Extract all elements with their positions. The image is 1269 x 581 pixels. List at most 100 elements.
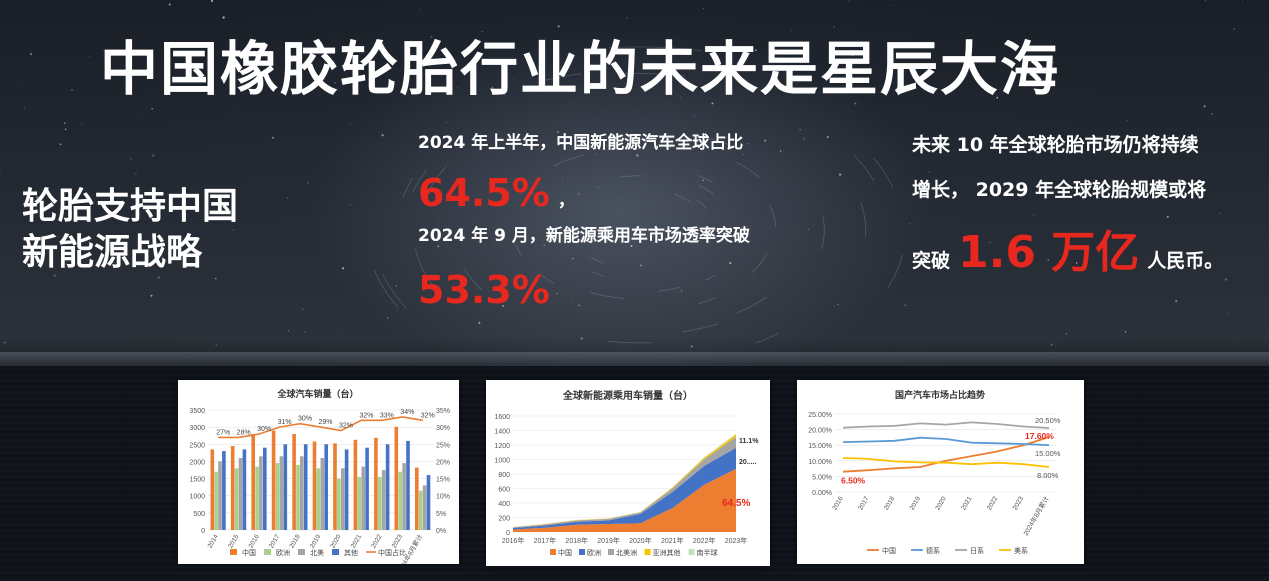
star — [594, 153, 597, 155]
bar — [230, 446, 235, 530]
star — [307, 181, 309, 184]
legend-swatch — [688, 549, 695, 555]
star — [705, 198, 707, 199]
star-trail — [591, 271, 605, 277]
star — [838, 173, 842, 176]
star — [445, 122, 447, 123]
star — [349, 122, 351, 124]
x-tick-label: 2023 — [391, 533, 404, 549]
star — [586, 54, 588, 56]
data-label: 34% — [400, 409, 414, 416]
star — [826, 136, 829, 138]
left-heading: 轮胎支持中国 新能源战略 — [22, 184, 238, 276]
y-tick-label: 200 — [498, 516, 510, 523]
legend-swatch — [608, 549, 614, 555]
bar — [374, 437, 378, 530]
bar — [402, 463, 406, 530]
star — [1124, 331, 1127, 333]
star — [513, 77, 515, 79]
star — [3, 341, 6, 344]
star-trail — [608, 46, 702, 52]
star — [711, 102, 714, 105]
y-tick-label: 25.00% — [808, 412, 832, 419]
x-tick-label: 2021 — [960, 495, 973, 511]
star — [36, 196, 39, 199]
star — [419, 9, 420, 10]
y-tick-label: 0 — [506, 530, 510, 537]
star — [669, 147, 671, 148]
star — [481, 30, 484, 33]
star — [187, 58, 189, 60]
star — [253, 184, 255, 186]
bar — [398, 471, 402, 530]
star-trail — [697, 175, 713, 183]
data-label: 32% — [359, 412, 373, 419]
star — [287, 330, 290, 332]
data-label: 20.50% — [1035, 416, 1061, 425]
x-tick-label: 2017 — [857, 495, 870, 511]
star — [703, 7, 705, 9]
y-tick-label: 1200 — [494, 443, 510, 450]
x-tick-label: 2022年 — [693, 536, 716, 545]
star — [807, 228, 809, 230]
star-trail — [682, 323, 718, 333]
legend-label: 南半球 — [697, 548, 718, 557]
star — [504, 93, 506, 96]
star-trail — [736, 296, 768, 314]
legend-label: 北美 — [310, 548, 324, 557]
star — [338, 334, 339, 336]
star — [764, 139, 767, 142]
legend-swatch — [579, 549, 585, 555]
star — [97, 308, 99, 309]
star — [833, 26, 836, 28]
bar — [406, 440, 410, 530]
star — [103, 49, 105, 51]
star — [996, 96, 999, 99]
star-trail — [617, 175, 641, 178]
star — [1204, 0, 1207, 2]
bar — [218, 461, 222, 530]
star — [236, 106, 237, 107]
star — [142, 114, 144, 116]
y-tick-label: 2500 — [189, 442, 205, 449]
star — [272, 136, 274, 139]
y-tick-label: 1500 — [189, 477, 205, 484]
star — [121, 73, 124, 76]
star-trail — [412, 169, 428, 192]
star-trail — [539, 273, 555, 284]
star — [577, 192, 581, 195]
x-tick-label: 2023年 — [725, 536, 748, 545]
star — [437, 220, 439, 222]
star — [909, 223, 911, 225]
legend-swatch — [298, 549, 305, 555]
star — [478, 321, 481, 324]
star-trail — [427, 166, 446, 194]
star-trail — [414, 248, 436, 289]
data-label: 15.00% — [1035, 449, 1061, 458]
star — [928, 171, 930, 173]
star-trail — [693, 134, 735, 148]
bar — [426, 475, 431, 530]
bar — [361, 466, 365, 530]
star — [430, 35, 433, 38]
star — [213, 12, 215, 14]
star — [1219, 212, 1221, 214]
star — [597, 186, 600, 189]
star — [59, 143, 62, 146]
star-trail — [860, 202, 867, 237]
bar — [271, 430, 276, 530]
y-tick-label: 600 — [498, 487, 510, 494]
x-tick-label: 2016 — [248, 533, 261, 549]
x-tick-label: 2022 — [986, 495, 999, 511]
data-label: 32% — [421, 412, 435, 419]
star — [0, 169, 1, 172]
star-trail — [674, 193, 692, 203]
bar — [283, 444, 288, 530]
x-tick-label: 2017年 — [534, 536, 557, 545]
data-label: 27% — [216, 429, 230, 436]
star — [547, 233, 550, 236]
star-trail — [617, 73, 685, 77]
star — [1166, 215, 1169, 218]
star — [168, 3, 171, 6]
series-line — [842, 436, 1050, 447]
